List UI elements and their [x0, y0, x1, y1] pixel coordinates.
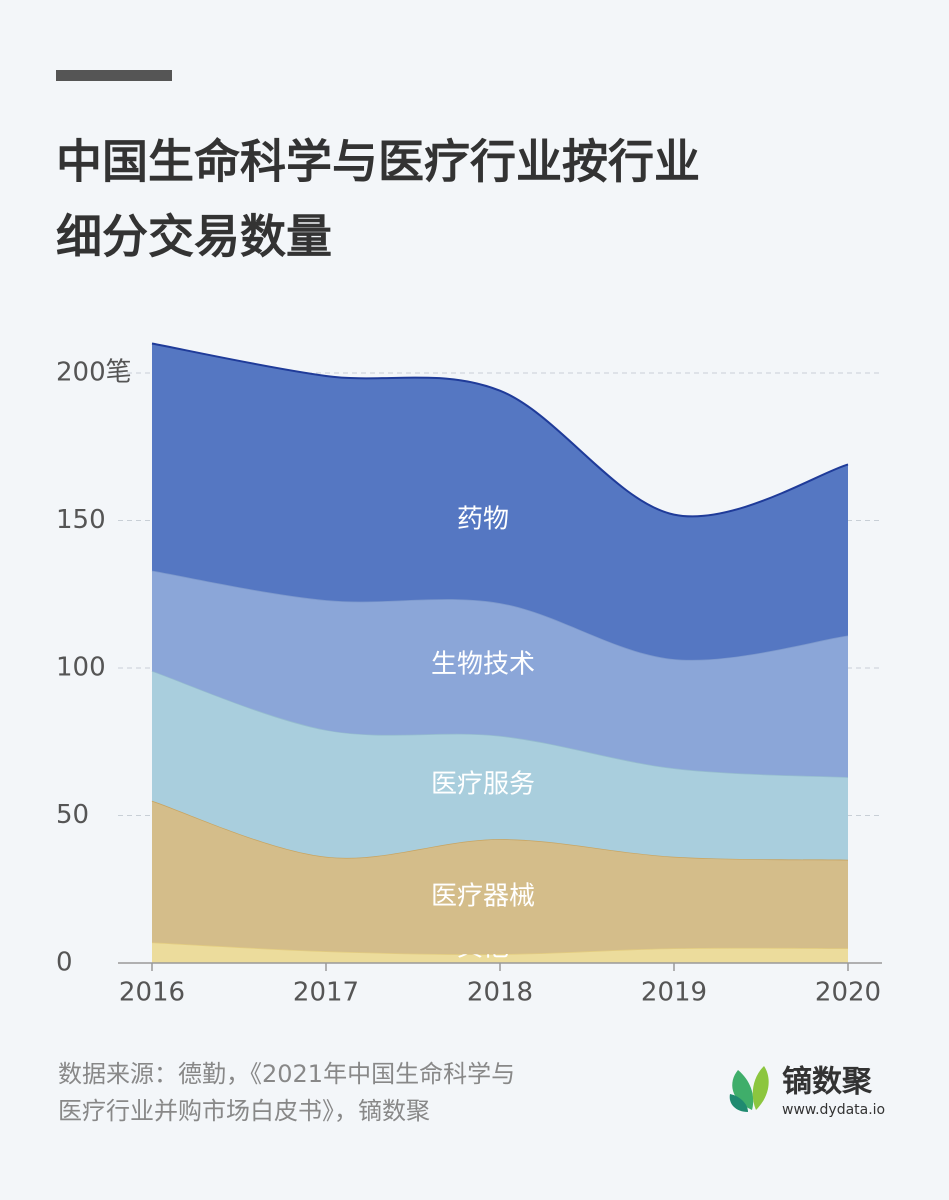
chart-title: 中国生命科学与医疗行业按行业 — [56, 135, 700, 189]
chart-title: 细分交易数量 — [56, 210, 332, 264]
title-bar — [56, 70, 172, 81]
area — [152, 942, 848, 963]
source: 数据来源：德勤，《2021年中国生命科学与 — [58, 1060, 515, 1088]
logo — [729, 1066, 769, 1112]
x-tick-label: 2016 — [119, 978, 185, 1008]
x-tick-label: 2019 — [641, 978, 707, 1008]
y-tick-label: 150 — [56, 505, 106, 535]
area — [152, 800, 848, 955]
x-tick-label: 2020 — [815, 978, 881, 1008]
area-label: 医疗器械 — [431, 882, 535, 912]
brand-url: www.dydata.io — [782, 1102, 885, 1118]
area-label: 药物 — [457, 505, 509, 535]
area-edge — [151, 342, 849, 518]
y-tick-label: 50 — [56, 800, 89, 830]
x-tick-label: 2018 — [467, 978, 533, 1008]
brand-name: 镝数聚 — [782, 1065, 873, 1100]
area-label: 生物技术 — [431, 650, 535, 680]
x-tick-label: 2017 — [293, 978, 359, 1008]
area — [152, 343, 848, 660]
area-label: 医疗服务 — [431, 770, 535, 800]
source: 医疗行业并购市场白皮书》，镝数聚 — [58, 1097, 430, 1125]
y-tick-label: 100 — [56, 653, 106, 683]
y-tick-label: 0 — [56, 948, 73, 978]
area — [152, 570, 848, 778]
area — [152, 670, 848, 860]
